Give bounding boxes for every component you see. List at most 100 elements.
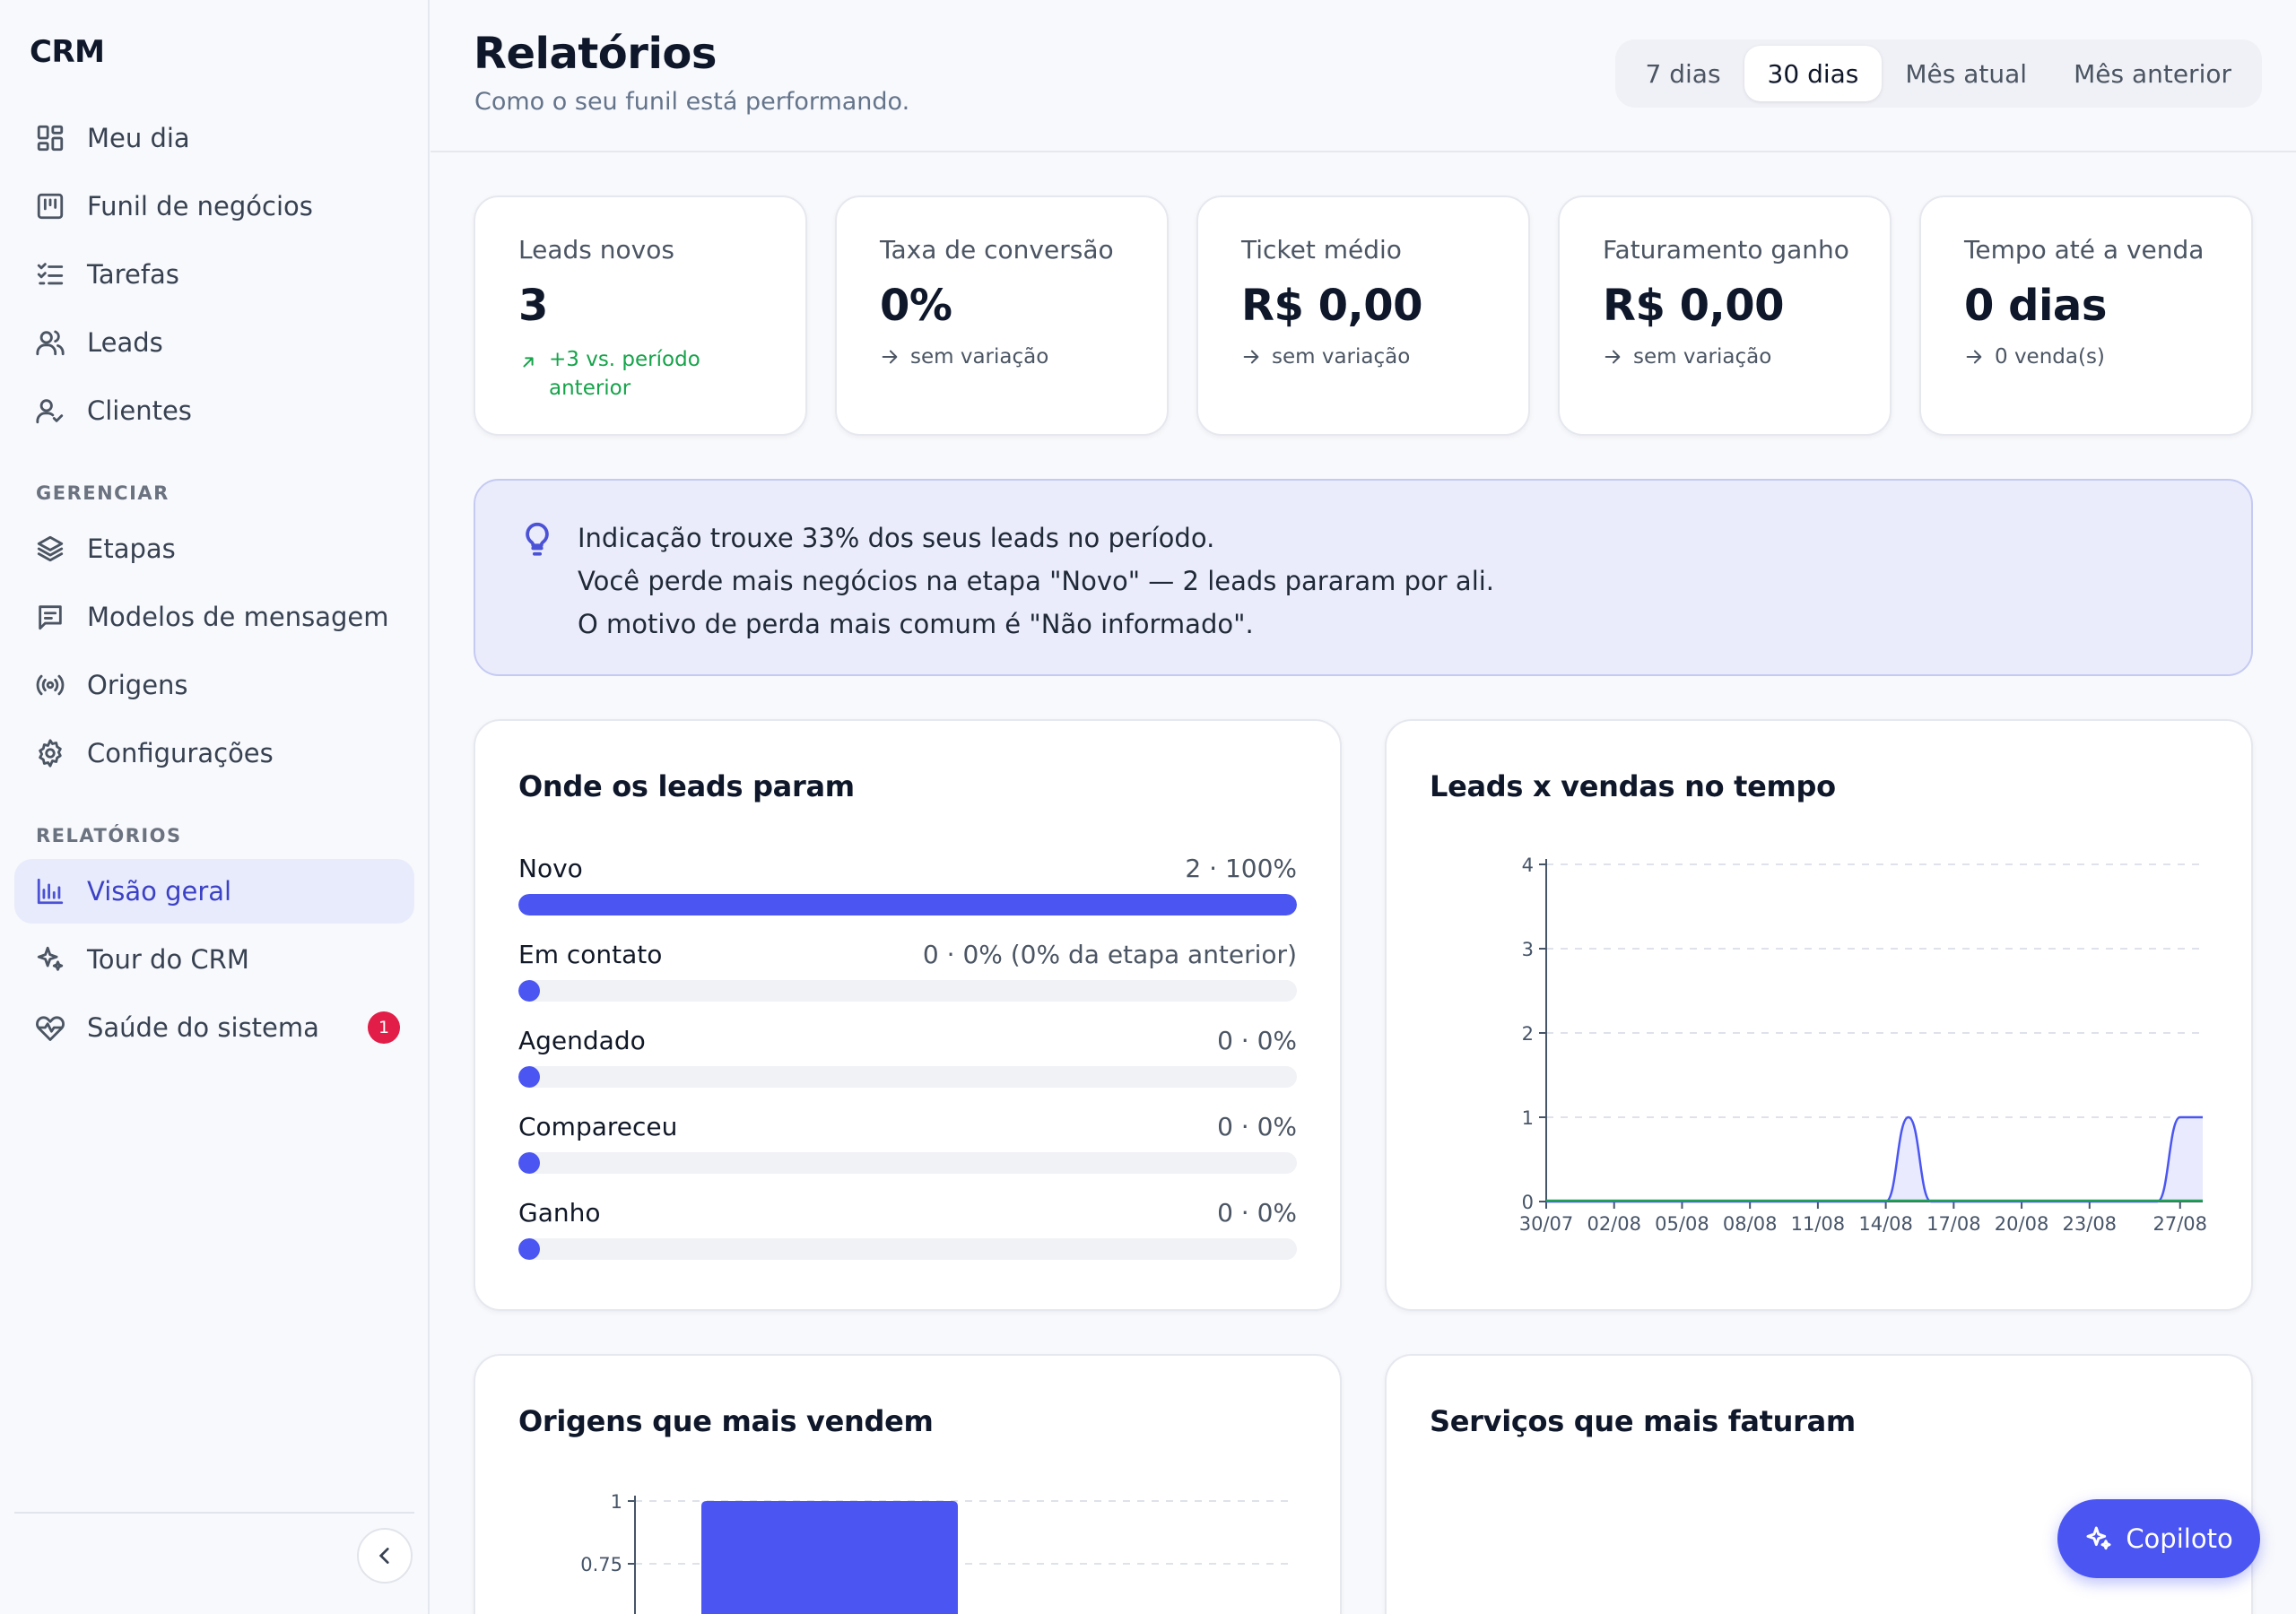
x-tick-label: 05/08 <box>1655 1213 1709 1235</box>
section-label-gerenciar: GERENCIAR <box>36 482 170 504</box>
x-tick-label: 02/08 <box>1587 1213 1641 1235</box>
kpi-card-leads-novos: Leads novos 3 +3 vs. período anterior <box>474 195 807 436</box>
period-option-30-dias[interactable]: 30 dias <box>1744 46 1883 101</box>
leads-area <box>1546 1117 2203 1202</box>
y-tick-label: 0 <box>1522 1192 1534 1213</box>
funnel-panel: Onde os leads param Novo 2 · 100% Em conta… <box>474 719 1342 1311</box>
kpi-value: 0 dias <box>1964 281 2107 331</box>
sidebar: CRM Meu dia Funil de negócios Tarefas Le… <box>0 0 430 1614</box>
sparkles-icon <box>34 943 66 976</box>
sidebar-item-tarefas[interactable]: Tarefas <box>14 242 414 307</box>
insight-line: Indicação trouxe 33% dos seus leads no p… <box>578 523 1215 553</box>
sidebar-item-label: Modelos de mensagem <box>87 602 389 632</box>
kanban-icon <box>34 190 66 222</box>
sidebar-item-tour[interactable]: Tour do CRM <box>14 927 414 992</box>
period-selector: 7 dias 30 dias Mês atual Mês anterior <box>1614 39 2262 108</box>
sidebar-item-visao-geral[interactable]: Visão geral <box>14 859 414 924</box>
tasks-icon <box>34 258 66 291</box>
sparkles-icon <box>2086 1526 2111 1550</box>
sidebar-item-label: Origens <box>87 670 188 700</box>
stage-progress-fill <box>518 1238 540 1260</box>
dashboard-icon <box>34 122 66 154</box>
stage-progress-track <box>518 980 1297 1002</box>
x-tick-label: 30/07 <box>1519 1213 1574 1235</box>
sidebar-item-label: Clientes <box>87 395 192 426</box>
x-tick-label: 14/08 <box>1858 1213 1913 1235</box>
copilot-button[interactable]: Copiloto <box>2057 1499 2260 1578</box>
kpi-delta-text: sem variação <box>1633 345 1772 369</box>
sidebar-item-label: Etapas <box>87 534 176 564</box>
x-tick-label: 23/08 <box>2063 1213 2118 1235</box>
funnel-stage: Compareceu 0 · 0% <box>518 1112 1297 1174</box>
sidebar-item-clientes[interactable]: Clientes <box>14 378 414 443</box>
insight-line: Você perde mais negócios na etapa "Novo"… <box>578 566 1495 596</box>
sidebar-item-label: Visão geral <box>87 876 232 907</box>
stage-count: 0 · 0% <box>1217 1198 1297 1228</box>
sidebar-item-origens[interactable]: Origens <box>14 653 414 717</box>
broadcast-icon <box>34 669 66 701</box>
sidebar-item-meu-dia[interactable]: Meu dia <box>14 106 414 170</box>
kpi-value: 3 <box>518 281 548 331</box>
stage-name: Compareceu <box>518 1112 678 1141</box>
period-option-mes-anterior[interactable]: Mês anterior <box>2074 58 2231 89</box>
funnel-stage: Em contato 0 · 0% (0% da etapa anterior) <box>518 940 1297 1002</box>
funnel-stage: Novo 2 · 100% <box>518 854 1297 915</box>
stage-progress-fill <box>518 894 1297 915</box>
leads-vendas-panel: Leads x vendas no tempo 0 1 2 3 4 30/07 02/08 0… <box>1385 719 2253 1311</box>
period-option-7-dias[interactable]: 7 dias <box>1645 58 1721 89</box>
sidebar-item-funil[interactable]: Funil de negócios <box>14 174 414 239</box>
sidebar-item-label: Funil de negócios <box>87 191 313 221</box>
collapse-sidebar-button[interactable] <box>357 1528 413 1584</box>
x-tick-label: 11/08 <box>1791 1213 1846 1235</box>
sidebar-item-modelos[interactable]: Modelos de mensagem <box>14 585 414 649</box>
leads-line <box>1546 1115 2203 1203</box>
period-option-mes-atual[interactable]: Mês atual <box>1905 58 2028 89</box>
kpi-label: Tempo até a venda <box>1964 235 2205 265</box>
kpi-delta-text: sem variação <box>910 345 1049 369</box>
stage-name: Em contato <box>518 940 663 969</box>
user-check-icon <box>34 395 66 427</box>
kpi-card-faturamento: Faturamento ganho R$ 0,00 sem variação <box>1558 195 1892 436</box>
stage-count: 0 · 0% <box>1217 1112 1297 1141</box>
x-tick-label: 20/08 <box>1995 1213 2049 1235</box>
origens-chart: 0.75 1 <box>580 1491 1292 1614</box>
kpi-value: R$ 0,00 <box>1241 281 1423 331</box>
kpi-card-ticket-medio: Ticket médio R$ 0,00 sem variação <box>1196 195 1530 436</box>
kpi-card-taxa-conversao: Taxa de conversão 0% sem variação <box>835 195 1169 436</box>
kpi-value: R$ 0,00 <box>1603 281 1785 331</box>
stage-progress-fill <box>518 1152 540 1174</box>
panel-title: Leads x vendas no tempo <box>1430 769 1836 803</box>
insight-line: O motivo de perda mais comum é "Não info… <box>578 609 1254 639</box>
sidebar-item-leads[interactable]: Leads <box>14 310 414 375</box>
x-tick-label: 27/08 <box>2152 1213 2207 1235</box>
sidebar-item-label: Tarefas <box>87 259 179 290</box>
sidebar-item-etapas[interactable]: Etapas <box>14 516 414 581</box>
brand-logo: CRM <box>30 34 105 70</box>
gear-icon <box>34 737 66 769</box>
sidebar-divider <box>14 1512 414 1514</box>
kpi-delta-text: +3 vs. período anterior <box>549 348 700 400</box>
y-tick-label: 3 <box>1522 939 1534 960</box>
sidebar-item-configuracoes[interactable]: Configurações <box>14 721 414 785</box>
arrow-right-icon <box>1243 350 1259 364</box>
kpi-delta: +3 vs. período anterior <box>518 345 805 403</box>
kpi-delta: sem variação <box>1603 345 1890 369</box>
stage-name: Ganho <box>518 1198 601 1228</box>
x-tick-label: 08/08 <box>1723 1213 1778 1235</box>
stage-count: 2 · 100% <box>1185 854 1297 883</box>
stage-progress-track <box>518 1152 1297 1174</box>
kpi-label: Leads novos <box>518 235 674 265</box>
bar <box>701 1501 958 1614</box>
notification-badge: 1 <box>368 1011 400 1044</box>
sidebar-item-label: Tour do CRM <box>87 944 249 975</box>
users-icon <box>34 326 66 359</box>
arrow-right-icon <box>1605 350 1621 364</box>
kpi-label: Faturamento ganho <box>1603 235 1849 265</box>
leads-vendas-chart: 0 1 2 3 4 30/07 02/08 05/08 08/08 11/08 14/08 17/08… <box>1519 855 2207 1235</box>
sidebar-item-saude[interactable]: Saúde do sistema 1 <box>14 995 414 1060</box>
arrow-right-icon <box>1966 350 1982 364</box>
stage-progress-track <box>518 1238 1297 1260</box>
panel-title: Serviços que mais faturam <box>1430 1404 1856 1438</box>
sidebar-item-label: Meu dia <box>87 123 190 153</box>
kpi-delta: 0 venda(s) <box>1964 345 2251 369</box>
